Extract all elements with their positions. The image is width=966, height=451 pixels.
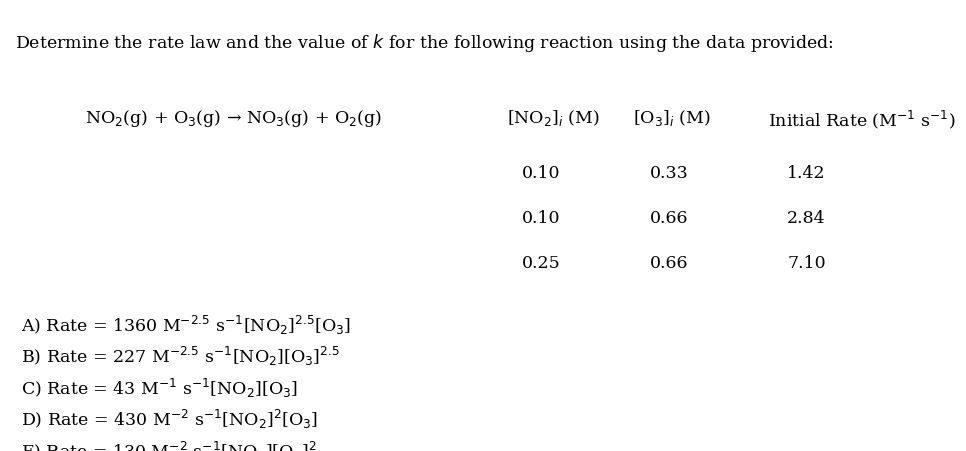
Text: 0.66: 0.66 — [650, 210, 689, 227]
Text: 0.10: 0.10 — [522, 165, 560, 182]
Text: 7.10: 7.10 — [787, 255, 826, 272]
Text: 0.66: 0.66 — [650, 255, 689, 272]
Text: Determine the rate law and the value of $k$ for the following reaction using the: Determine the rate law and the value of … — [15, 32, 835, 54]
Text: NO$_2$(g) + O$_3$(g) → NO$_3$(g) + O$_2$(g): NO$_2$(g) + O$_3$(g) → NO$_3$(g) + O$_2$… — [85, 108, 383, 129]
Text: E) Rate = 130 M$^{-2}$ s$^{-1}$[NO$_2$][O$_3$]$^2$: E) Rate = 130 M$^{-2}$ s$^{-1}$[NO$_2$][… — [21, 440, 317, 451]
Text: 0.25: 0.25 — [522, 255, 560, 272]
Text: D) Rate = 430 M$^{-2}$ s$^{-1}$[NO$_2$]$^2$[O$_3$]: D) Rate = 430 M$^{-2}$ s$^{-1}$[NO$_2$]$… — [21, 408, 319, 431]
Text: 0.10: 0.10 — [522, 210, 560, 227]
Text: A) Rate = 1360 M$^{-2.5}$ s$^{-1}$[NO$_2$]$^{2.5}$[O$_3$]: A) Rate = 1360 M$^{-2.5}$ s$^{-1}$[NO$_2… — [21, 313, 352, 336]
Text: 1.42: 1.42 — [787, 165, 826, 182]
Text: C) Rate = 43 M$^{-1}$ s$^{-1}$[NO$_2$][O$_3$]: C) Rate = 43 M$^{-1}$ s$^{-1}$[NO$_2$][O… — [21, 377, 298, 400]
Text: 0.33: 0.33 — [650, 165, 689, 182]
Text: Initial Rate (M$^{-1}$ s$^{-1}$): Initial Rate (M$^{-1}$ s$^{-1}$) — [768, 108, 955, 131]
Text: B) Rate = 227 M$^{-2.5}$ s$^{-1}$[NO$_2$][O$_3$]$^{2.5}$: B) Rate = 227 M$^{-2.5}$ s$^{-1}$[NO$_2$… — [21, 345, 340, 368]
Text: [NO$_2$]$_i$ (M): [NO$_2$]$_i$ (M) — [507, 108, 600, 128]
Text: 2.84: 2.84 — [787, 210, 826, 227]
Text: [O$_3$]$_i$ (M): [O$_3$]$_i$ (M) — [633, 108, 710, 128]
